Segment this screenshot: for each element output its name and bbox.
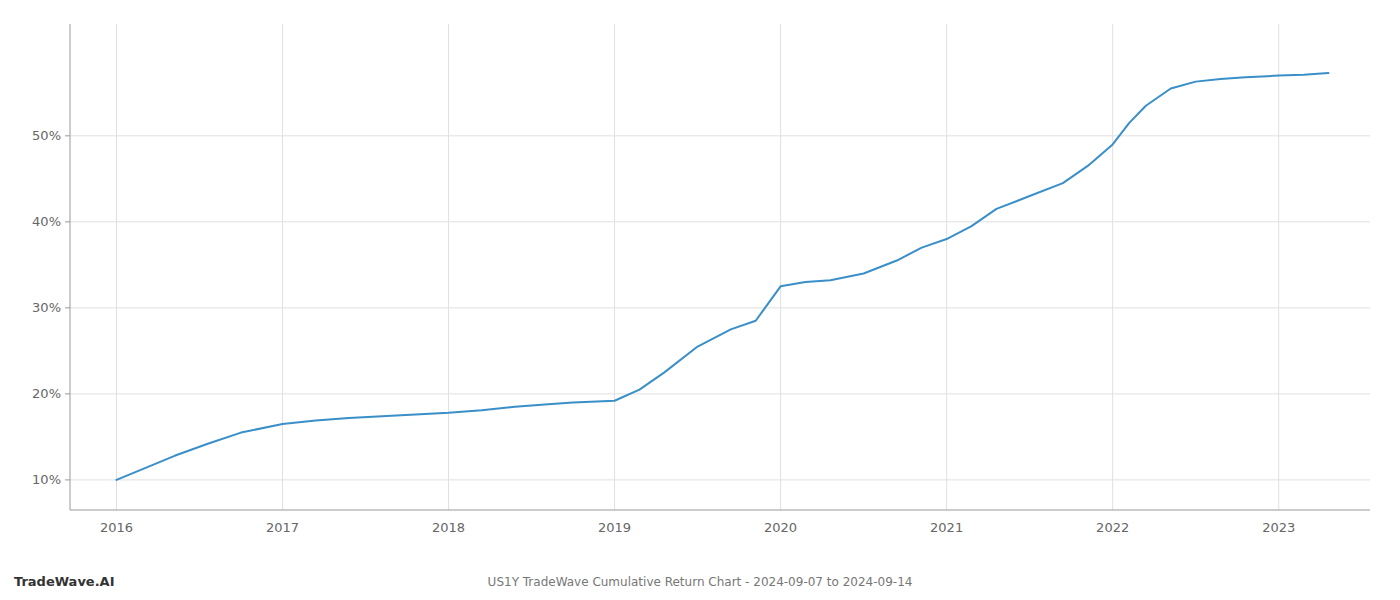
axes: 2016 2017 2018 2019 2020 2021 2022 2023 10% 20% 30…	[32, 24, 1370, 535]
grid-line-x	[614, 24, 615, 510]
grid-line-x	[448, 24, 449, 510]
grid	[70, 24, 1370, 510]
x-tick-label: 2021	[930, 520, 963, 535]
y-tick-label: 30%	[32, 300, 61, 315]
grid-line-x	[282, 24, 283, 510]
x-axis-line	[70, 510, 1370, 511]
x-tick-label: 2023	[1262, 520, 1295, 535]
y-tick	[65, 221, 70, 222]
x-tick-label: 2020	[764, 520, 797, 535]
x-tick-label: 2022	[1096, 520, 1129, 535]
y-tick-label: 10%	[32, 472, 61, 487]
x-tick-label: 2016	[100, 520, 133, 535]
x-tick-label: 2019	[598, 520, 631, 535]
grid-line-x	[116, 24, 117, 510]
grid-line-y	[70, 135, 1370, 136]
plot-area	[116, 73, 1328, 480]
grid-line-x	[946, 24, 947, 510]
y-tick	[65, 307, 70, 308]
grid-line-x	[1112, 24, 1113, 510]
grid-line-x	[780, 24, 781, 510]
y-tick-label: 50%	[32, 128, 61, 143]
y-tick-label: 20%	[32, 386, 61, 401]
chart: 2016 2017 2018 2019 2020 2021 2022 2023 10% 20% 30…	[0, 0, 1400, 600]
watermark: TradeWave.AI	[14, 574, 115, 589]
grid-line-y	[70, 479, 1370, 480]
x-tick-label: 2018	[432, 520, 465, 535]
title: US1Y TradeWave Cumulative Return Chart -…	[488, 575, 913, 589]
grid-line-y	[70, 393, 1370, 394]
y-tick-label: 40%	[32, 214, 61, 229]
x-tick-label: 2017	[266, 520, 299, 535]
y-tick	[65, 135, 70, 136]
grid-line-x	[1278, 24, 1279, 510]
y-tick	[65, 479, 70, 480]
line	[116, 73, 1328, 480]
y-tick	[65, 393, 70, 394]
grid-line-y	[70, 221, 1370, 222]
grid-line-y	[70, 307, 1370, 308]
y-axis-line	[70, 24, 71, 510]
